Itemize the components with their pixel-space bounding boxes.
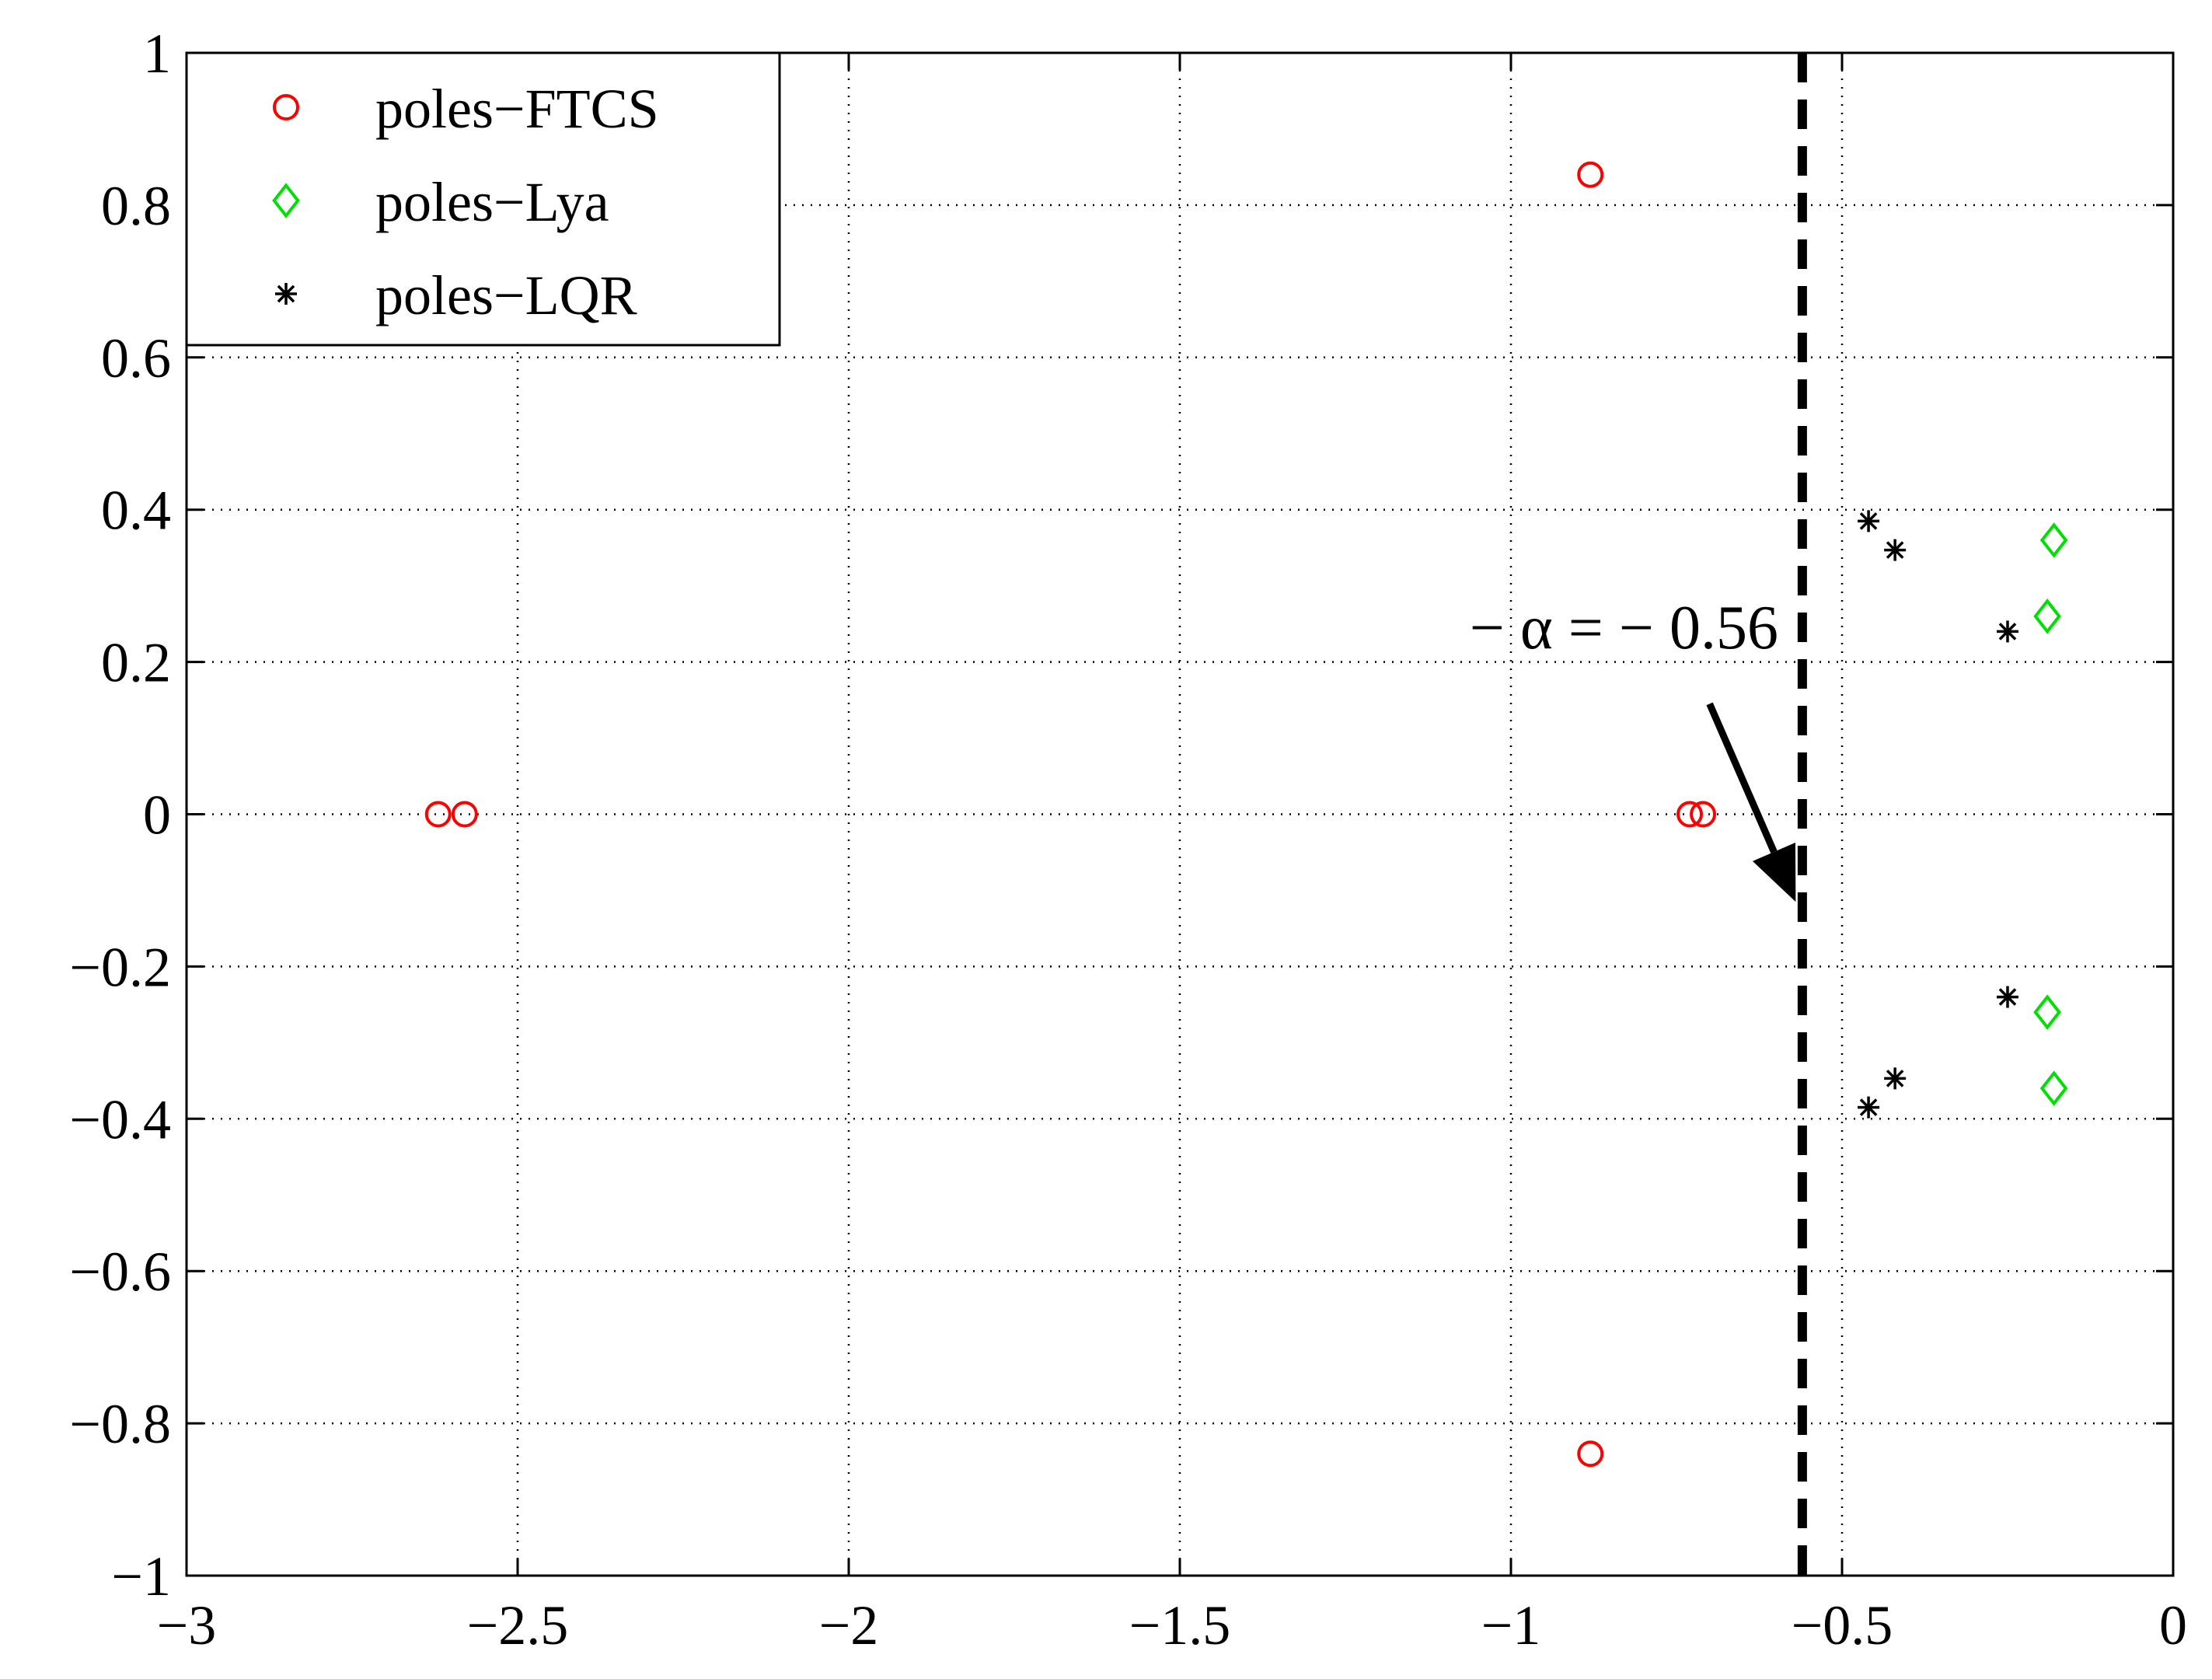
y-tick-label: −0.8 <box>69 1393 171 1455</box>
x-tick-label: −1.5 <box>1129 1594 1231 1656</box>
data-point <box>2033 599 2061 634</box>
asterisk-stroke <box>1998 623 2017 641</box>
x-tick-label: −2 <box>819 1594 879 1656</box>
legend-marker <box>272 183 300 218</box>
y-tick-label: 0.4 <box>101 480 171 542</box>
data-point <box>1997 620 2018 643</box>
y-tick-label: −0.2 <box>69 936 171 998</box>
series-diamond <box>2033 522 2068 1106</box>
legend-label: poles−FTCS <box>375 78 659 140</box>
x-tick-label: −0.5 <box>1792 1594 1893 1656</box>
data-point <box>424 801 452 828</box>
asterisk-stroke <box>1886 1070 1904 1087</box>
x-tick-label: 0 <box>2159 1594 2187 1656</box>
x-tick-label: −3 <box>157 1594 217 1656</box>
grid <box>187 53 2173 1576</box>
legend-marker <box>273 94 299 120</box>
axes: −3 −2.5 −2 −1.5 −1 −0.5 0 −1 −0.8 −0.6 −0.4 −0.2 0 0.… <box>69 23 2187 1656</box>
y-tick-label: −0.4 <box>69 1088 171 1150</box>
plot-data <box>424 53 2068 1576</box>
data-point <box>1858 510 1880 532</box>
asterisk-stroke <box>277 284 295 303</box>
x-tick-label: −2.5 <box>467 1594 569 1656</box>
legend-entry: poles−FTCS <box>273 78 659 140</box>
data-point <box>451 801 478 828</box>
data-point <box>1997 986 2018 1008</box>
asterisk-stroke <box>1998 988 2017 1006</box>
annotations: − α = − 0.56 <box>1470 594 1796 902</box>
series-circle <box>424 161 1717 1468</box>
asterisk-stroke <box>1886 541 1904 559</box>
data-point <box>2039 522 2068 558</box>
data-point <box>1884 539 1907 561</box>
y-tick-label: −1 <box>111 1545 171 1607</box>
legend-label: poles−LQR <box>375 264 637 326</box>
legend-marker <box>275 283 297 305</box>
data-point <box>2033 994 2061 1030</box>
legend-entry: poles−LQR <box>275 264 637 326</box>
series-star <box>1858 510 2018 1119</box>
y-tick-label: 0.6 <box>101 327 171 389</box>
data-point <box>1577 161 1604 188</box>
data-point <box>1577 1440 1604 1468</box>
asterisk-stroke <box>1859 1098 1878 1116</box>
asterisk-stroke <box>1859 512 1878 530</box>
data-point <box>1690 801 1717 828</box>
y-tick-label: 1 <box>143 23 171 85</box>
data-point <box>1884 1067 1907 1090</box>
data-point <box>2039 1070 2068 1106</box>
x-tick-label: −1 <box>1481 1594 1541 1656</box>
legend: poles−FTCS poles−Lya poles−LQR <box>185 51 781 347</box>
data-point <box>1858 1096 1880 1119</box>
legend-label: poles−Lya <box>375 171 609 233</box>
y-tick-label: 0 <box>143 784 171 846</box>
alpha-annotation: − α = − 0.56 <box>1470 594 1778 662</box>
annotation-arrow-shaft <box>1706 702 1778 853</box>
y-tick-label: −0.6 <box>69 1241 171 1303</box>
annotation-arrow-head <box>1752 842 1796 902</box>
legend-entry: poles−Lya <box>272 171 609 233</box>
y-tick-label: 0.2 <box>101 632 171 694</box>
y-tick-label: 0.8 <box>101 175 171 237</box>
data-point <box>1676 801 1704 828</box>
